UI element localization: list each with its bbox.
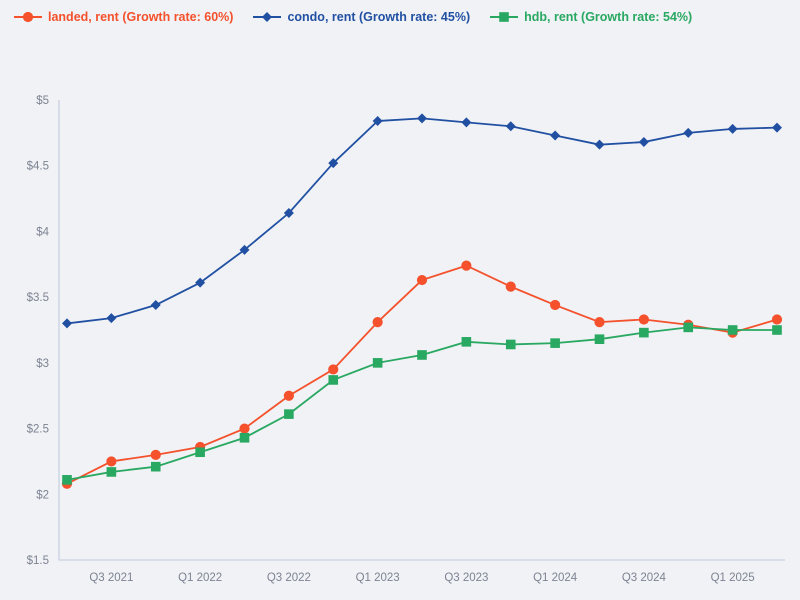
hdb-data-point [550,338,560,348]
hdb-data-point [772,325,782,335]
y-axis-tick-label: $4.5 [27,161,49,173]
y-axis-tick-label: $3 [36,358,49,370]
condo-data-point [594,139,605,150]
hdb-data-point [594,334,605,344]
condo-data-point [638,137,649,148]
x-axis-tick-label: Q1 2025 [711,572,755,584]
y-axis-tick-label: $1.5 [27,555,49,567]
chart-legend: landed, rent (Growth rate: 60%) condo, re… [14,10,692,24]
condo-data-point [417,113,427,124]
landed-data-point [638,314,649,325]
landed-data-point [328,364,339,375]
landed-data-point [22,11,34,23]
landed-data-point [505,281,516,292]
condo-data-point [772,122,782,133]
x-axis-tick-label: Q3 2022 [267,572,311,584]
hdb-data-point [106,467,117,477]
condo-data-point [550,130,561,141]
landed-data-point [550,299,561,311]
hdb-data-point [284,409,294,419]
y-axis-tick-label: $5 [36,95,49,107]
hdb-data-point [328,375,339,385]
condo-data-point [239,244,250,255]
condo-data-point [727,123,738,134]
condo-data-point [283,208,294,219]
axis-lines [58,100,785,561]
x-axis-tick-label: Q1 2024 [533,572,578,584]
hdb-data-point [499,12,509,22]
condo-data-point [150,300,161,311]
y-axis-tick-label: $2.5 [27,424,49,436]
x-axis-tick-label: Q1 2022 [178,572,222,584]
diamond-legend-marker-icon [253,12,282,22]
hdb-data-point [195,447,205,458]
condo-data-point [505,121,516,132]
x-axis-tick-label: Q3 2021 [89,572,133,584]
hdb-data-point [150,461,161,472]
landed-data-point [239,423,250,434]
legend-label-landed: landed, rent (Growth rate: 60%) [48,10,234,24]
y-axis-tick-label: $3.5 [27,292,49,304]
hdb-data-point [505,339,516,350]
landed-data-point [283,390,294,401]
condo-data-point [328,158,339,169]
legend-label-condo: condo, rent (Growth rate: 45%) [287,10,471,24]
hdb-data-point [639,327,649,338]
hdb-data-point [727,325,738,335]
x-axis-tick-label: Q3 2024 [622,572,667,584]
landed-data-point [594,317,605,328]
y-axis-tick-label: $2 [36,489,49,501]
hdb-data-point [62,475,72,485]
landed-data-point [150,449,161,460]
square-legend-marker-icon [490,12,519,22]
hdb-data-point [239,432,250,443]
hdb-data-point [461,337,472,347]
condo-data-point [106,313,117,324]
landed-data-point [372,317,383,328]
legend-item-landed[interactable]: landed, rent (Growth rate: 60%) [14,10,233,24]
legend-label-hdb: hdb, rent (Growth rate: 54%) [524,10,693,24]
condo-data-point [262,12,273,22]
hdb-data-point [683,322,694,333]
condo-data-point [62,318,72,329]
landed-data-point [771,314,783,325]
landed-data-point [461,260,472,271]
condo-data-point [195,277,206,288]
condo-data-point [461,117,472,128]
legend-item-hdb[interactable]: hdb, rent (Growth rate: 54%) [490,10,692,24]
series-line-landed [66,264,778,485]
circle-legend-marker-icon [14,11,42,23]
landed-data-point [106,456,117,467]
y-axis-tick-label: $4 [36,226,49,238]
hdb-data-point [372,358,383,368]
condo-data-point [372,116,383,127]
condo-data-point [683,127,694,138]
landed-data-point [416,274,428,286]
series-line-condo [66,117,778,325]
x-axis-tick-label: Q1 2023 [356,572,400,584]
x-axis-tick-label: Q3 2023 [444,572,488,584]
hdb-data-point [417,350,427,360]
legend-item-condo[interactable]: condo, rent (Growth rate: 45%) [253,10,470,24]
